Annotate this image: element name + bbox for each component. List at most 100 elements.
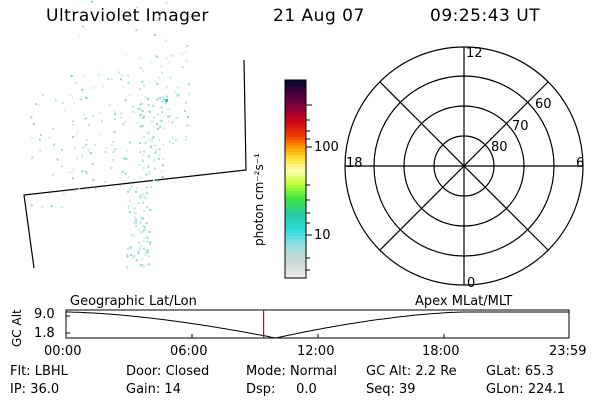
colorbar-segment [285,269,306,273]
speckle [156,113,159,116]
speckle [68,171,71,174]
speckle [149,242,152,245]
speckle [71,171,73,174]
speckle [128,200,131,202]
speckle [154,34,157,36]
speckle [134,211,137,214]
colorbar-segment [285,209,306,213]
speckle [137,202,140,204]
speckle [129,187,132,190]
speckle [147,165,150,168]
speckle [112,158,115,161]
speckle [101,120,103,123]
speckle [158,154,161,157]
speckle [171,136,174,139]
speckle [30,116,33,119]
colorbar-segment [285,80,306,84]
speckle [139,151,142,154]
colorbar-segment [285,227,306,231]
speckle [176,86,179,89]
speckle [85,96,87,99]
speckle [78,0,81,2]
colorbar-segment [285,239,306,243]
speckle [138,248,141,251]
speckle [177,93,180,96]
speckle [142,69,144,72]
speckle [157,127,160,130]
speckle [93,143,96,146]
speckle [138,246,141,249]
speckle [85,171,88,173]
speckle [141,80,144,83]
speckle [124,99,127,102]
info-flt: Flt: LBHL [10,364,68,379]
speckle [139,108,142,111]
speckle [113,118,116,121]
speckle [60,165,63,168]
speckle [130,234,133,236]
speckle [104,151,107,154]
speckle [105,147,108,149]
speckle [160,106,163,109]
info-glon: GLon: 224.1 [486,382,566,397]
speckle [183,110,186,113]
colorbar-segment [285,245,306,249]
colorbar-segment [285,254,306,258]
speckle [155,149,158,152]
speckle [145,235,148,238]
speckle [175,117,178,120]
speckle [127,207,130,210]
speckle [151,140,154,143]
colorbar-segment [285,191,306,195]
speckle [164,101,167,104]
colorbar-segment [285,173,306,177]
speckle [113,131,116,134]
speckle [126,253,128,256]
speckle [141,258,143,261]
speckle [113,10,116,13]
speckle [132,257,135,259]
speckle [62,193,65,196]
uv-image-panel [23,0,247,269]
info-dsp: Dsp: 0.0 [246,382,317,397]
speckle [158,76,161,79]
speckle [154,151,157,154]
speckle [143,237,146,240]
polar-diagonal-2 [379,81,549,251]
speckle [73,147,76,150]
speckle [143,265,145,268]
speckle [128,94,131,97]
speckle [143,150,145,153]
speckle [142,247,145,250]
speckle [146,192,149,195]
speckle [51,173,54,176]
speckle [82,146,85,149]
speckle [171,55,174,58]
speckle [165,86,168,89]
speckle [140,116,143,119]
speckle [158,15,161,18]
speckle [94,188,97,191]
speckle [145,251,148,254]
speckle [124,54,127,57]
speckle [141,159,144,162]
speckle [120,112,123,115]
speckle [87,149,90,152]
speckle [148,110,151,113]
altitude-xtick-0: 00:00 [44,344,82,359]
speckle [143,210,146,213]
speckle [85,143,88,146]
speckle [86,97,89,100]
colorbar-segment [285,125,306,129]
speckle [187,116,189,119]
speckle [83,113,85,116]
colorbar-segment [285,206,306,210]
speckle [91,162,94,165]
speckle [86,173,89,175]
speckle [130,185,133,187]
speckle [146,240,149,243]
colorbar-segment [285,164,306,168]
colorbar-frame [284,79,307,279]
polar-label-12: 12 [466,46,483,61]
speckle [110,167,113,170]
